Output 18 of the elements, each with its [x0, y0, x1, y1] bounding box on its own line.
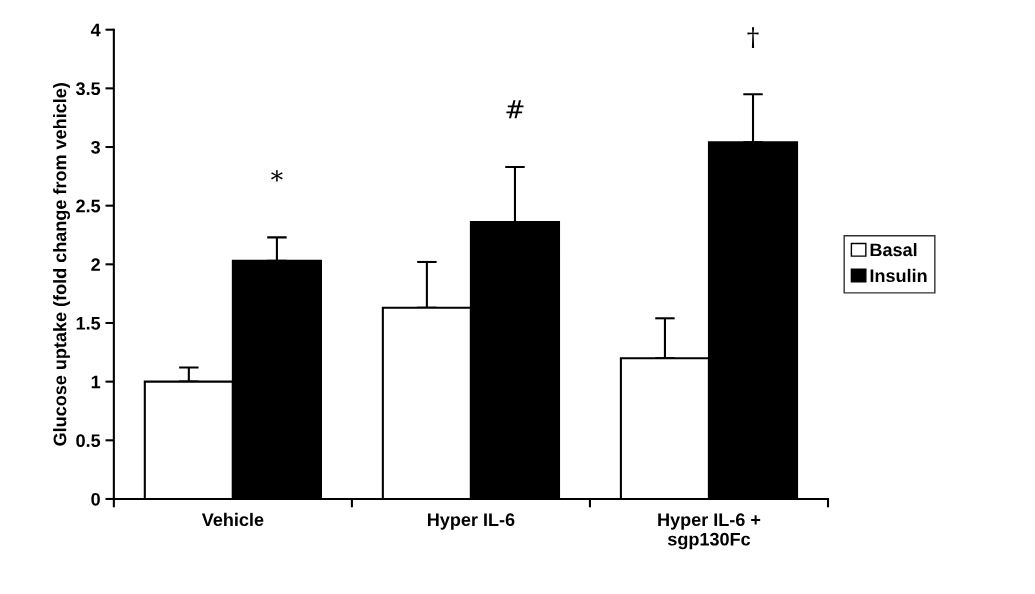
x-tick-label: Vehicle: [201, 512, 264, 527]
y-tick-label: 3: [91, 140, 100, 154]
y-tick-label: 2: [91, 258, 100, 271]
y-tick-label: 1: [91, 375, 101, 389]
y-tick-label: 0.5: [76, 434, 101, 448]
y-tick-label: 2.5: [76, 199, 101, 213]
x-tick-label: Hyper IL-6 + sgp130Fc: [658, 513, 761, 550]
legend-label: Basal: [870, 242, 917, 257]
y-tick-label: 0: [91, 492, 100, 506]
y-tick-label: 3.5: [75, 82, 101, 96]
legend-label: Insulin: [870, 268, 927, 283]
annotation: *: [271, 170, 283, 182]
y-tick-label: 1.5: [76, 317, 101, 330]
y-tick-label: 4: [90, 23, 101, 37]
annotation: †: [747, 27, 759, 48]
y-axis-title: Glucose uptake (fold change from vehicle): [53, 83, 70, 446]
x-tick-label: Hyper IL-6: [427, 513, 515, 530]
annotation: #: [506, 100, 524, 119]
